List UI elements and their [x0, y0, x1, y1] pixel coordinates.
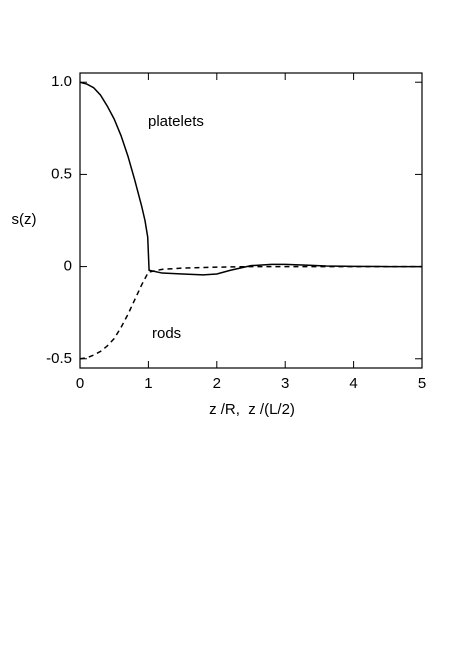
- plot-frame: [79, 72, 423, 369]
- x-tick-label: 4: [349, 375, 357, 392]
- y-tick-label: 1.0: [51, 73, 72, 90]
- y-tick-label: 0.5: [51, 165, 72, 182]
- x-tick-label: 5: [418, 375, 426, 392]
- series-label: platelets: [148, 113, 204, 130]
- line-series: [79, 81, 422, 276]
- y-axis-label: s(z): [12, 211, 37, 228]
- x-tick-label: 3: [281, 375, 289, 392]
- series-label: rods: [152, 325, 181, 342]
- y-tick-label: 0: [64, 258, 72, 275]
- line-series: [79, 265, 422, 360]
- x-tick-label: 0: [76, 375, 84, 392]
- x-axis-label: z /R, z /(L/2): [209, 401, 295, 418]
- x-tick-label: 2: [213, 375, 221, 392]
- x-tick-label: 1: [144, 375, 152, 392]
- y-tick-label: -0.5: [46, 350, 72, 367]
